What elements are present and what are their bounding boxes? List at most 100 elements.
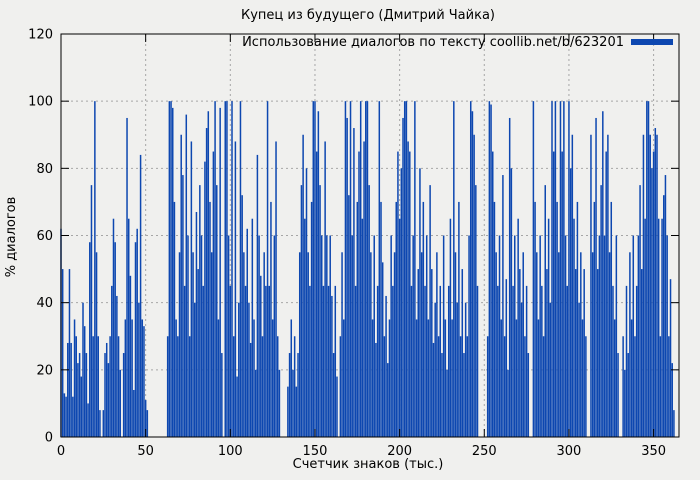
bar <box>139 154 142 437</box>
bar <box>183 285 186 438</box>
bar <box>78 353 81 437</box>
bar <box>668 336 670 437</box>
bar <box>502 175 504 438</box>
bar <box>329 235 331 437</box>
bar <box>585 336 587 437</box>
bar <box>605 151 607 438</box>
bar <box>246 228 248 437</box>
bar <box>503 336 506 437</box>
bar <box>659 336 662 437</box>
bar <box>497 285 499 438</box>
bar <box>420 252 423 437</box>
bar <box>473 134 475 437</box>
bar <box>598 235 601 437</box>
bar <box>226 101 228 438</box>
bar <box>414 101 416 438</box>
bar <box>456 302 458 437</box>
bar <box>143 326 145 437</box>
bar <box>625 285 628 438</box>
bar <box>305 168 308 437</box>
bar <box>297 353 299 437</box>
bar <box>61 269 64 437</box>
bar <box>522 252 524 437</box>
bar <box>370 252 372 437</box>
bar <box>617 353 619 437</box>
bar <box>600 185 602 438</box>
bar <box>173 201 176 437</box>
bar <box>216 185 218 438</box>
bar <box>224 101 226 438</box>
bar <box>590 134 592 437</box>
bar <box>407 141 409 437</box>
bar <box>111 285 113 438</box>
x-tick-label: 200 <box>387 444 412 459</box>
bar <box>136 228 138 437</box>
bar <box>519 269 521 437</box>
bar <box>558 252 560 437</box>
bar <box>412 235 414 437</box>
bar <box>444 319 447 437</box>
bar <box>182 175 184 438</box>
bar <box>190 141 193 437</box>
bar <box>300 185 303 438</box>
bar <box>214 101 216 438</box>
bar <box>89 242 91 437</box>
bar <box>512 285 514 438</box>
bar <box>73 319 76 437</box>
bar <box>610 201 613 437</box>
bar <box>434 302 436 437</box>
bar <box>634 336 636 437</box>
bar <box>346 117 348 438</box>
bar <box>177 336 179 437</box>
bar <box>343 319 345 437</box>
x-tick-label: 0 <box>57 444 65 459</box>
bar <box>564 235 567 437</box>
bar <box>310 201 313 437</box>
bar <box>227 235 230 437</box>
bar <box>94 101 96 438</box>
bar <box>375 342 377 437</box>
bar <box>388 319 391 437</box>
bar <box>378 101 381 438</box>
y-tick-label: 40 <box>36 296 53 311</box>
bar <box>536 252 538 437</box>
bar <box>449 218 452 437</box>
bar <box>175 319 177 437</box>
bar <box>170 101 172 438</box>
bar <box>515 319 518 437</box>
bar <box>134 242 137 437</box>
bar <box>397 151 399 438</box>
bar <box>554 101 557 438</box>
bar <box>654 128 657 437</box>
bar <box>520 302 523 437</box>
bar <box>537 319 540 437</box>
bar <box>288 353 291 437</box>
bar <box>83 326 86 437</box>
bar <box>309 285 311 438</box>
bar <box>253 319 255 437</box>
x-tick-label: 350 <box>641 444 666 459</box>
bar <box>129 275 132 437</box>
bar <box>510 168 513 437</box>
bar <box>331 295 333 437</box>
bar <box>615 235 618 437</box>
bar <box>578 302 580 437</box>
bar <box>441 353 443 437</box>
bar <box>417 269 419 437</box>
bar <box>663 195 665 437</box>
bar <box>65 396 67 437</box>
bar <box>302 134 304 437</box>
bar <box>383 336 386 437</box>
bar <box>82 302 84 437</box>
bar <box>92 336 94 437</box>
bar <box>551 101 553 438</box>
bar <box>454 252 457 437</box>
bar <box>376 285 379 438</box>
bar <box>419 168 421 437</box>
bar <box>437 336 440 437</box>
bar <box>539 235 541 437</box>
bar <box>471 111 474 438</box>
bar <box>508 117 511 438</box>
bar <box>568 101 570 438</box>
bar <box>322 285 325 438</box>
